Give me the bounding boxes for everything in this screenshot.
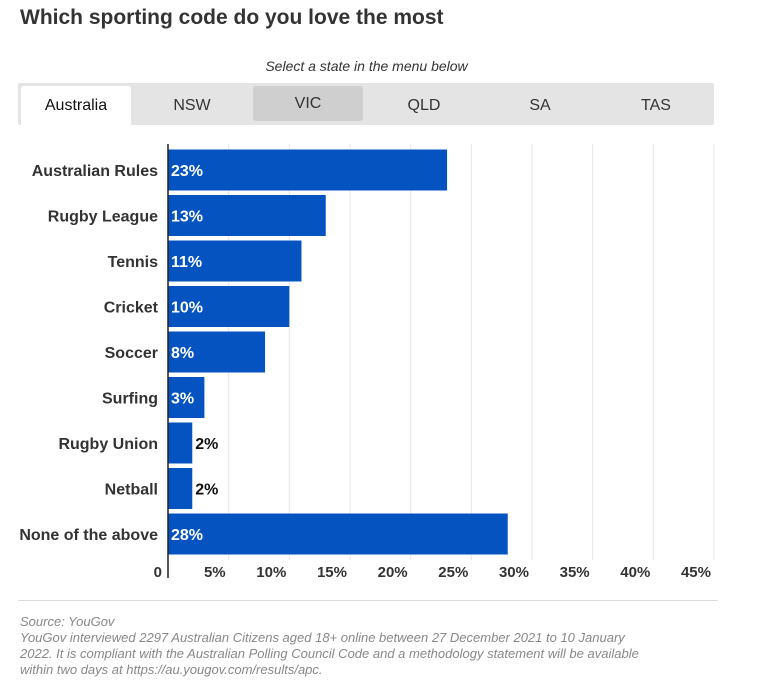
- x-tick-label-7: 35%: [560, 564, 590, 581]
- methodology-line-1: YouGov interviewed 2297 Australian Citiz…: [20, 630, 625, 645]
- x-tick-label-2: 10%: [256, 564, 286, 581]
- bar-1: [168, 195, 326, 236]
- source-label: Source: YouGov: [20, 614, 115, 629]
- bar-2: [168, 240, 302, 282]
- tab-sa[interactable]: SA: [529, 96, 551, 114]
- bar-8: [168, 513, 508, 555]
- chart-subtitle: Select a state in the menu below: [265, 58, 468, 74]
- x-tick-label-5: 25%: [438, 564, 468, 581]
- state-tab-bar: Australia NSW VIC QLD SA TAS: [18, 83, 714, 125]
- category-label-3: Cricket: [104, 300, 159, 317]
- x-tick-label-8: 40%: [620, 564, 650, 581]
- tab-tas[interactable]: TAS: [641, 96, 671, 114]
- bar-4: [168, 331, 266, 373]
- chart-title: Which sporting code do you love the most: [20, 6, 444, 29]
- x-tick-label-4: 20%: [378, 564, 408, 581]
- x-tick-label-3: 15%: [317, 564, 347, 581]
- footer-source: Source: YouGov YouGov interviewed 2297 A…: [20, 614, 720, 678]
- methodology-line-2: 2022. It is compliant with the Australia…: [20, 646, 639, 661]
- methodology-line-3: within two days at https://au.yougov.com…: [20, 662, 323, 677]
- x-tick-label-0: 0: [154, 564, 162, 581]
- tab-qld[interactable]: QLD: [407, 96, 441, 114]
- footer-divider: [18, 600, 718, 601]
- bar-7: [168, 468, 193, 509]
- category-label-0: Australian Rules: [32, 163, 158, 180]
- data-label-1: 13%: [171, 209, 203, 226]
- category-label-4: Soccer: [105, 345, 158, 362]
- data-label-0: 23%: [171, 163, 203, 180]
- x-tick-label-6: 30%: [499, 564, 529, 581]
- x-tick-label-9: 45%: [681, 564, 711, 581]
- bar-5: [168, 377, 205, 418]
- bar-6: [168, 422, 193, 464]
- category-label-5: Surfing: [102, 391, 158, 408]
- category-label-2: Tennis: [108, 254, 158, 271]
- x-tick-label-1: 5%: [204, 564, 226, 581]
- data-label-4: 8%: [171, 345, 194, 362]
- bar-0: [168, 149, 448, 191]
- data-label-3: 10%: [171, 300, 203, 317]
- tab-australia[interactable]: Australia: [21, 86, 131, 125]
- data-label-5: 3%: [171, 391, 194, 408]
- tab-vic[interactable]: VIC: [253, 86, 363, 121]
- category-label-6: Rugby Union: [58, 436, 158, 453]
- category-label-1: Rugby League: [48, 209, 158, 226]
- data-label-7: 2%: [195, 482, 218, 499]
- data-label-6: 2%: [195, 436, 218, 453]
- tab-nsw[interactable]: NSW: [173, 96, 211, 114]
- category-label-7: Netball: [105, 482, 158, 499]
- data-label-2: 11%: [171, 254, 202, 271]
- category-label-8: None of the above: [19, 527, 158, 544]
- data-label-8: 28%: [171, 527, 203, 544]
- bar-chart: Australian Rules 23% Rugby League 13% Tennis…: [19, 144, 715, 581]
- bar-3: [168, 286, 290, 327]
